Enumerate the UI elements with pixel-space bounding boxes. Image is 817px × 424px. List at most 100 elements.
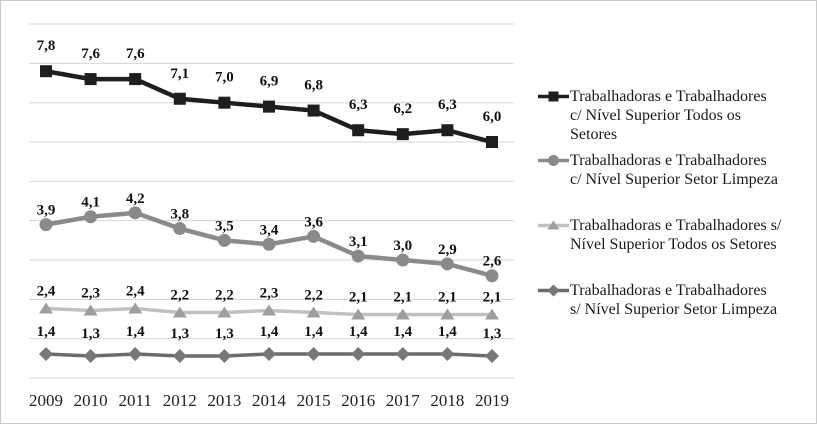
- triangle-marker: [440, 308, 455, 320]
- data-label: 3,8: [170, 207, 189, 223]
- data-label: 2,2: [215, 288, 234, 304]
- legend-label-line: Trabalhadoras e Trabalhadores: [570, 282, 767, 299]
- diamond-marker: [83, 349, 98, 363]
- triangle-marker: [485, 308, 499, 320]
- circle-marker: [262, 237, 276, 251]
- data-label: 1,3: [170, 326, 189, 342]
- data-label: 2,6: [483, 254, 502, 270]
- triangle-marker: [351, 308, 366, 320]
- triangle-marker: [306, 306, 321, 318]
- circle-marker: [396, 253, 410, 267]
- data-label: 6,3: [349, 97, 368, 113]
- data-label: 4,2: [126, 191, 145, 207]
- data-label: 3,6: [304, 214, 323, 230]
- series-triangle: 2,4 2,3 2,4 2,2 2,2 2,3 2,2 2,1 2,1 2,1 2,1: [37, 284, 502, 320]
- legend-label-line: Trabalhadoras e Trabalhadores s/: [570, 217, 782, 234]
- legend-label-line: Nível Superior Todos os Setores: [570, 236, 777, 253]
- x-tick-label: 2011: [119, 391, 152, 410]
- data-label: 2,1: [393, 290, 412, 306]
- data-label: 1,4: [304, 324, 323, 340]
- x-tick-label: 2009: [29, 391, 63, 410]
- x-tick-label: 2013: [207, 391, 241, 410]
- series-circle: 3,9 4,1 4,2 3,8 3,5 3,4 3,6 3,1 3,0 2,9 2,6: [37, 191, 502, 283]
- circle-marker: [307, 229, 321, 243]
- data-label: 2,1: [438, 290, 457, 306]
- square-marker: [129, 73, 142, 86]
- square-marker: [173, 92, 186, 105]
- legend-label-line: Trabalhadoras e Trabalhadores: [570, 88, 767, 105]
- triangle-marker: [217, 306, 232, 318]
- data-label: 1,4: [260, 324, 279, 340]
- data-label: 6,9: [260, 74, 279, 90]
- data-label: 7,6: [126, 46, 145, 62]
- square-marker: [263, 100, 275, 113]
- x-tick-label: 2010: [74, 391, 108, 410]
- legend-item-sem-superior-setor-limpeza: Trabalhadoras e Trabalhadores s/ Nível Su…: [538, 281, 816, 319]
- legend-label-line: Trabalhadoras e Trabalhadores: [570, 152, 767, 169]
- x-tick-label: 2016: [341, 391, 375, 410]
- x-tick-label: 2018: [430, 391, 464, 410]
- square-series-swatch-icon: [538, 91, 569, 102]
- legend-label: Trabalhadoras e Trabalhadores c/ Nível Su…: [570, 87, 816, 144]
- circle-marker: [485, 269, 499, 283]
- data-label: 2,3: [81, 286, 100, 302]
- x-tick-label: 2019: [475, 391, 509, 410]
- legend-label-line: Setores: [570, 126, 618, 143]
- diamond-legend-marker-icon: [547, 284, 560, 297]
- diamond-marker: [395, 347, 410, 361]
- triangle-marker: [262, 304, 276, 316]
- x-tick-label: 2015: [297, 391, 331, 410]
- square-marker: [218, 96, 231, 109]
- triangle-legend-marker-icon: [547, 220, 560, 230]
- x-tick-label: 2014: [252, 391, 287, 410]
- data-label: 1,3: [215, 326, 234, 342]
- diamond-marker: [440, 347, 455, 361]
- series-square: 7,8 7,6 7,6 7,1 7,0 6,9 6,8 6,3 6,2 6,3 6,0: [37, 38, 502, 149]
- data-label: 2,2: [304, 288, 323, 304]
- legend-item-sem-superior-todos-setores: Trabalhadoras e Trabalhadores s/Nível Su…: [538, 216, 816, 254]
- data-label: 7,1: [170, 66, 189, 82]
- diamond-marker: [128, 347, 143, 361]
- data-label: 3,5: [215, 218, 234, 234]
- legend-label-line: c/ Nível Superior Todos os: [570, 107, 742, 124]
- circle-marker: [128, 206, 142, 220]
- data-label: 6,0: [483, 109, 502, 125]
- legend-item-superior-setor-limpeza: Trabalhadoras e Trabalhadores c/ Nível Su…: [538, 151, 816, 189]
- legend-label: Trabalhadoras e Trabalhadores s/Nível Su…: [570, 216, 816, 254]
- square-marker: [40, 65, 52, 78]
- square-marker: [352, 124, 365, 137]
- data-label: 3,1: [349, 234, 368, 250]
- data-label: 7,0: [215, 70, 234, 86]
- data-label: 1,4: [349, 324, 368, 340]
- data-label: 2,1: [349, 290, 368, 306]
- circle-marker: [351, 249, 365, 263]
- data-label: 2,1: [483, 290, 502, 306]
- square-marker: [396, 128, 409, 141]
- triangle-marker: [128, 302, 143, 314]
- square-legend-marker-icon: [548, 91, 559, 102]
- diamond-marker: [39, 347, 53, 361]
- x-axis: 2009 2010 2011 2012 2013 2014 2015 2016 2017 2018…: [29, 391, 509, 410]
- circle-marker: [173, 222, 187, 236]
- data-label: 6,3: [438, 97, 457, 113]
- gridlines: [29, 23, 514, 379]
- triangle-marker: [83, 304, 98, 316]
- legend-label: Trabalhadoras e Trabalhadores c/ Nível Su…: [570, 151, 816, 189]
- data-label: 3,4: [260, 222, 279, 238]
- data-label: 1,4: [438, 324, 457, 340]
- data-label: 2,4: [126, 284, 145, 300]
- data-label: 7,8: [37, 38, 56, 54]
- data-label: 2,3: [260, 286, 279, 302]
- data-label: 1,3: [81, 326, 100, 342]
- data-label: 3,0: [393, 238, 412, 254]
- diamond-marker: [262, 347, 276, 361]
- square-marker: [441, 124, 454, 137]
- data-label: 1,4: [393, 324, 412, 340]
- triangle-marker: [172, 306, 187, 318]
- diamond-marker: [217, 349, 232, 363]
- circle-marker: [39, 218, 53, 232]
- square-marker: [84, 73, 97, 86]
- diamond-marker: [351, 347, 366, 361]
- triangle-marker: [39, 302, 53, 314]
